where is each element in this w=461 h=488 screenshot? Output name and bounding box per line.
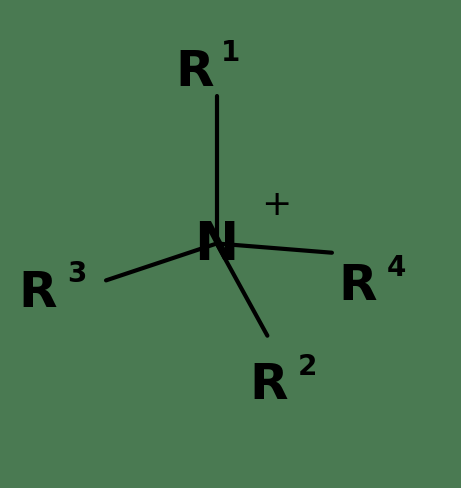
Text: R: R <box>249 360 288 408</box>
Text: N: N <box>195 218 239 270</box>
Text: R: R <box>18 268 57 316</box>
Text: 3: 3 <box>67 260 86 288</box>
Text: +: + <box>261 188 292 222</box>
Text: R: R <box>339 262 378 309</box>
Text: 4: 4 <box>387 253 407 281</box>
Text: R: R <box>175 47 214 96</box>
Text: 1: 1 <box>221 39 241 67</box>
Text: 2: 2 <box>297 352 317 380</box>
